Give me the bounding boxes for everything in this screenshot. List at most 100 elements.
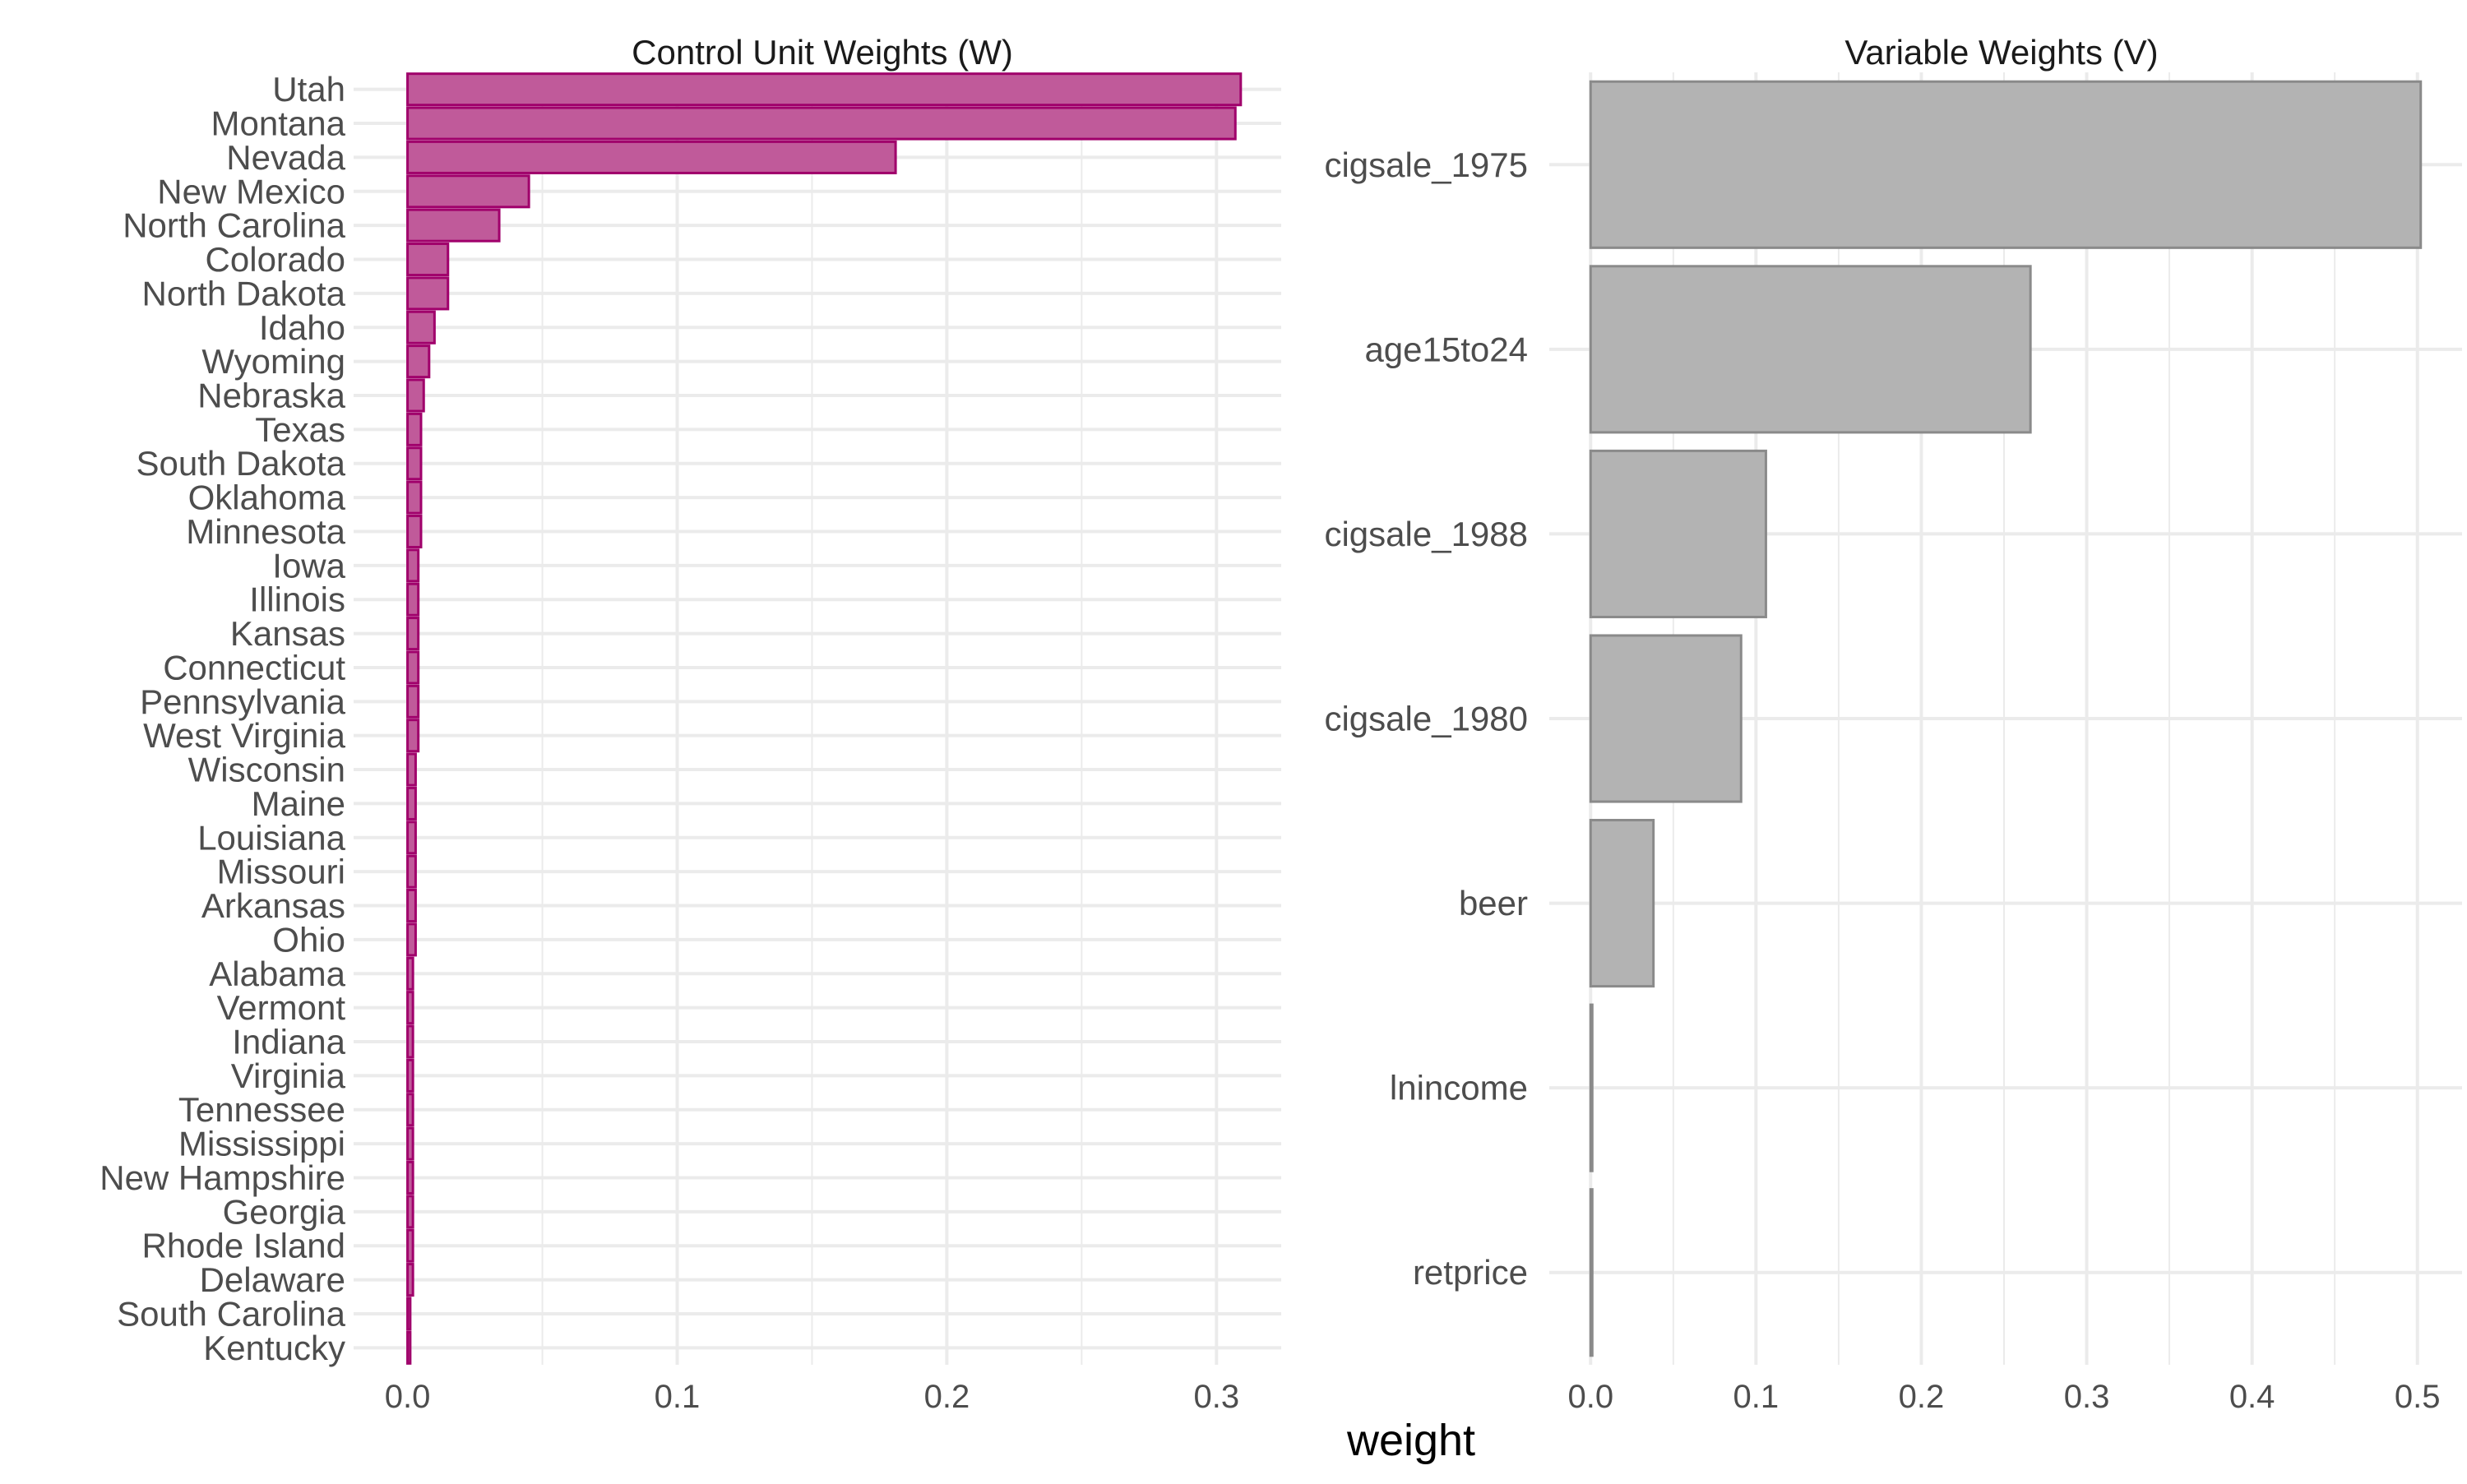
bar-mississippi [406,1126,414,1161]
category-label: Iowa [272,546,345,585]
category-label: Indiana [232,1023,345,1061]
category-label: Colorado [206,240,345,279]
x-axis-title: weight [1346,1416,1475,1465]
bar-oklahoma [406,480,423,515]
bar-nevada [406,140,897,174]
bar-georgia [406,1195,414,1229]
category-label: Mississippi [178,1125,345,1163]
bar-cigsale-1988 [1589,449,1767,618]
category-label: Pennsylvania [140,682,345,721]
bar-rhode-island [406,1228,414,1263]
bar-tennessee [406,1093,414,1127]
category-label: Texas [255,410,345,449]
category-label: Montana [211,104,346,143]
v-tick-labels: 0.0 0.1 0.2 0.3 0.4 0.5 [1567,1379,2440,1415]
bar-illinois [406,582,420,617]
bar-indiana [406,1024,414,1059]
v-bars [1589,80,2423,1357]
bar-ohio [406,922,417,957]
bar-retprice [1589,1188,1594,1357]
category-label: South Dakota [136,444,345,483]
bar-south-dakota [406,446,423,481]
w-tick-labels: 0.0 0.1 0.2 0.3 [385,1379,1239,1415]
x-tick-label: 0.5 [2395,1379,2441,1415]
category-label: New Hampshire [100,1158,345,1197]
category-label: Missouri [217,853,345,891]
bar-minnesota [406,514,423,549]
x-tick-label: 0.0 [1567,1379,1613,1415]
panel-title-v: Variable Weights (V) [1844,33,2158,72]
x-tick-label: 0.1 [1733,1379,1780,1415]
category-label: Virginia [231,1056,346,1095]
bar-west-virginia [406,719,420,753]
bar-kentucky [406,1330,412,1365]
bar-nebraska [406,378,425,413]
v-category-labels: cigsale_1975 age15to24 cigsale_1988cigsale… [1324,146,1528,1292]
w-grid [354,72,1281,1365]
x-tick-label: 0.3 [1193,1379,1239,1415]
bar-wisconsin [406,752,417,787]
category-label: Maine [252,784,345,823]
category-label: Delaware [200,1260,345,1299]
bar-north-dakota [406,276,450,311]
bar-louisiana [406,821,417,855]
category-label: Georgia [223,1192,346,1231]
bar-missouri [406,854,417,889]
category-label: Idaho [259,308,345,347]
category-label: Kansas [230,614,345,653]
category-label: age15to24 [1364,330,1528,368]
bar-virginia [406,1058,414,1093]
category-label: Nevada [226,138,345,177]
bar-age15to24 [1589,265,2032,434]
category-label: South Carolina [117,1294,345,1333]
category-label: Vermont [217,988,346,1027]
bar-arkansas [406,888,417,923]
x-tick-label: 0.1 [655,1379,701,1415]
bar-beer [1589,819,1655,988]
bar-idaho [406,310,436,344]
w-bars [406,72,1243,1365]
category-label: West Virginia [143,716,346,755]
category-label: Louisiana [197,818,345,857]
bar-maine [406,786,417,821]
category-label: Ohio [272,920,345,959]
bar-lnincome [1589,1003,1594,1172]
category-label: Wisconsin [188,751,345,789]
bar-delaware [406,1263,414,1297]
bar-cigsale-1975 [1589,80,2423,249]
category-label: Wyoming [201,342,345,381]
category-label: Utah [272,70,345,109]
x-tick-label: 0.0 [385,1379,431,1415]
bar-new-mexico [406,174,530,209]
category-label: Tennessee [178,1090,345,1129]
bar-alabama [406,956,414,991]
bar-utah [406,72,1243,107]
panel-title-w: Control Unit Weights (W) [632,33,1013,72]
bar-colorado [406,242,450,277]
category-label: cigsale_1988 [1324,515,1528,553]
bar-new-hampshire [406,1160,414,1195]
bar-connecticut [406,650,420,685]
category-label: Kentucky [203,1329,345,1367]
bar-pennsylvania [406,684,420,719]
bar-iowa [406,548,420,583]
x-tick-label: 0.2 [1899,1379,1945,1415]
category-label: cigsale_1980 [1324,700,1528,738]
category-label: North Dakota [142,274,346,312]
category-label: Illinois [249,580,345,619]
category-label: Nebraska [197,377,345,415]
category-label: Oklahoma [188,478,346,517]
bar-montana [406,106,1237,141]
category-label: Minnesota [186,512,345,551]
category-label: Connecticut [163,648,345,687]
category-label: North Carolina [123,206,345,245]
category-label: Alabama [209,955,345,993]
bar-texas [406,412,423,446]
bar-north-carolina [406,208,501,243]
x-tick-label: 0.4 [2229,1379,2275,1415]
bar-kansas [406,617,420,651]
